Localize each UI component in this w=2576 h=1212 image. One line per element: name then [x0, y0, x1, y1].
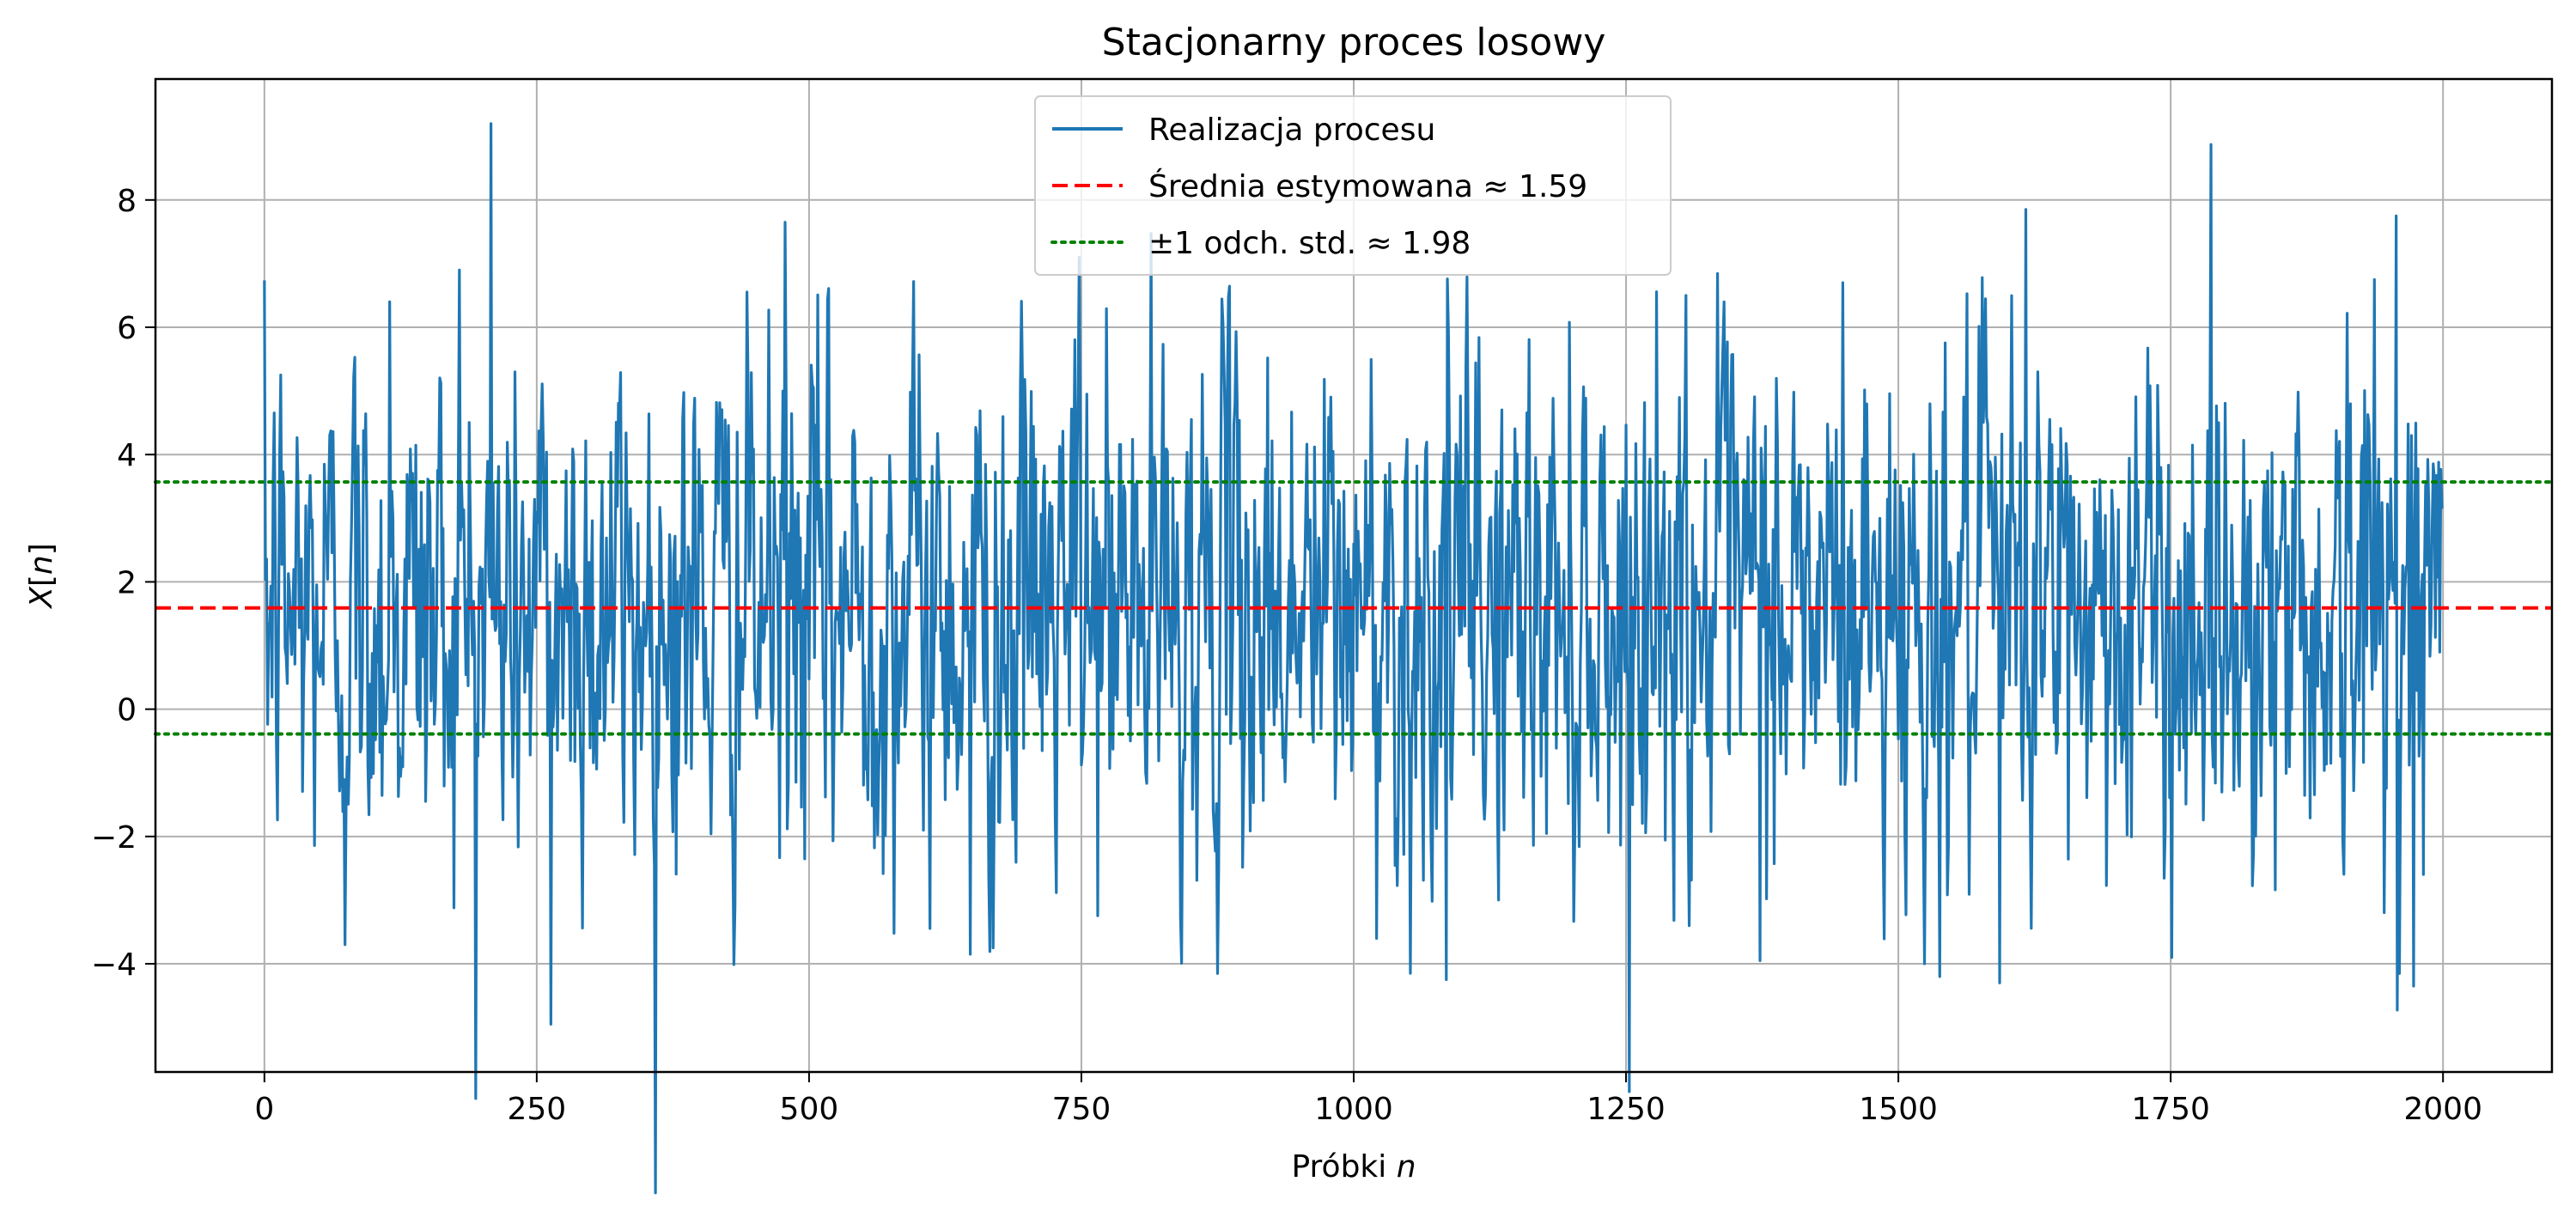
legend-label-mean: Średnia estymowana ≈ 1.59 [1148, 168, 1587, 204]
chart-title: Stacjonarny proces losowy [1102, 21, 1606, 64]
legend-box [1034, 95, 1672, 276]
series-layer [154, 122, 2554, 1195]
x-tick-label: 0 [254, 1092, 274, 1127]
y-tick-label: 2 [117, 565, 137, 600]
y-tick-label: 0 [117, 693, 137, 728]
y-tick-label: −2 [91, 820, 137, 856]
x-tick-label: 1250 [1586, 1092, 1666, 1127]
x-tick-label: 1500 [1859, 1092, 1938, 1127]
x-axis-label: Próbki n [1291, 1149, 1416, 1185]
y-tick-label: 8 [117, 184, 137, 219]
y-tick-label: 6 [117, 311, 137, 346]
x-tick-label: 750 [1052, 1092, 1111, 1127]
x-tick-label: 1750 [2131, 1092, 2210, 1127]
x-tick-label: 250 [508, 1092, 567, 1127]
legend-label-std: ±1 odch. std. ≈ 1.98 [1148, 226, 1471, 261]
x-tick-label: 1000 [1314, 1092, 1393, 1127]
grid [155, 79, 2552, 1072]
y-tick-label: −4 [91, 947, 137, 983]
series-line-process [263, 122, 2444, 1195]
y-axis-label: X[n] [24, 543, 59, 610]
x-tick-label: 500 [780, 1092, 839, 1127]
ticks: 0 250 500 750 1000 1250 1500 1750 2000 −4 −2 0 2 4 6 8 [91, 184, 2482, 1127]
legend-label-series: Realizacja procesu [1148, 113, 1435, 148]
x-tick-label: 2000 [2403, 1092, 2482, 1127]
legend: Realizacja procesu Średnia estymowana ≈ … [1034, 95, 1672, 276]
y-tick-label: 4 [117, 438, 137, 473]
